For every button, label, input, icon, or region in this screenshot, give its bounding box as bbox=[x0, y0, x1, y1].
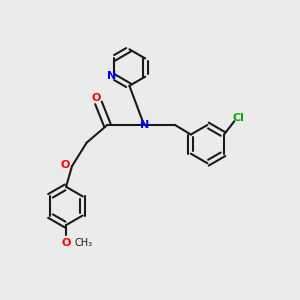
Text: O: O bbox=[92, 93, 101, 103]
Text: N: N bbox=[107, 71, 116, 81]
Text: O: O bbox=[61, 238, 70, 248]
Text: O: O bbox=[61, 160, 70, 170]
Text: Cl: Cl bbox=[233, 113, 245, 123]
Text: CH₃: CH₃ bbox=[74, 238, 92, 248]
Text: N: N bbox=[140, 120, 149, 130]
